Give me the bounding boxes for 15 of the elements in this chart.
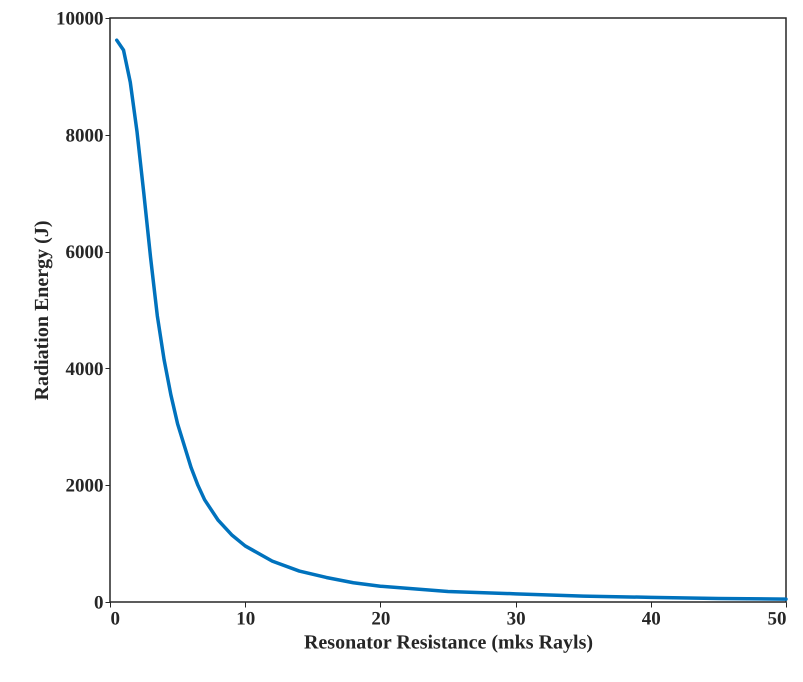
x-axis-title: Resonator Resistance (mks Rayls) <box>304 632 594 654</box>
y-tick-label: 0 <box>94 592 104 614</box>
y-tick-label: 4000 <box>66 358 104 380</box>
x-tick-label: 50 <box>768 608 786 630</box>
y-tick-label: 8000 <box>66 125 104 146</box>
x-tick-label: 40 <box>642 608 661 630</box>
line-series <box>115 38 788 601</box>
y-tick-label: 2000 <box>66 476 104 497</box>
y-tick-label: 10000 <box>56 8 104 30</box>
x-tick-label: 10 <box>236 608 256 630</box>
x-tick-label: 20 <box>371 608 390 630</box>
x-tick-label: 30 <box>506 608 526 630</box>
x-tick-label: 0 <box>110 608 120 630</box>
y-axis-title: Radiation Energy (J) <box>31 220 53 400</box>
y-tick-label: 6000 <box>66 242 104 264</box>
